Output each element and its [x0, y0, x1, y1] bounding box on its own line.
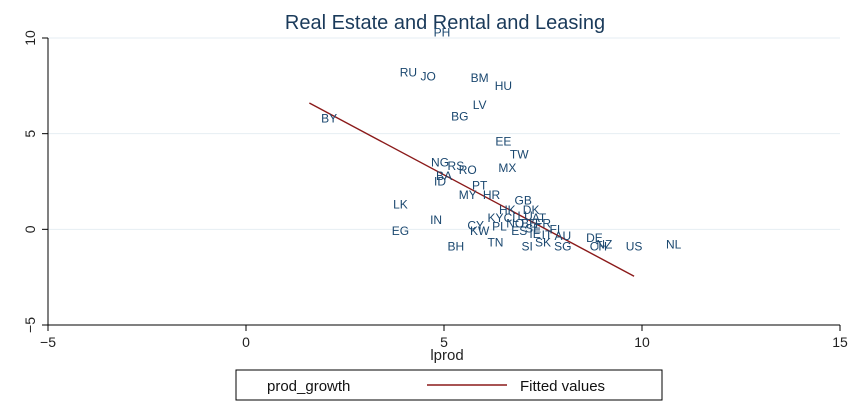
- data-point-in: IN: [430, 213, 442, 227]
- data-point-de: DE: [586, 231, 603, 245]
- data-point-gb: GB: [515, 194, 532, 208]
- data-point-be: BE: [521, 217, 537, 231]
- data-point-lu: LU: [518, 209, 533, 223]
- fit-line-layer: [309, 102, 635, 277]
- data-point-tw: TW: [510, 148, 529, 162]
- data-point-se: SE: [525, 221, 541, 235]
- data-point-ch: CH: [590, 240, 607, 254]
- y-tick-label: 10: [22, 30, 38, 46]
- legend-label-fitted-values: Fitted values: [520, 378, 605, 395]
- data-point-tn: TN: [487, 236, 503, 250]
- data-point-ng: NG: [431, 155, 449, 169]
- data-point-au: AU: [554, 229, 571, 243]
- legend: prod_growth Fitted values: [235, 369, 663, 401]
- x-tick-label: −5: [40, 334, 56, 350]
- x-tick-label: 10: [634, 334, 650, 350]
- data-point-dk: DK: [523, 203, 540, 217]
- data-point-nz: NZ: [596, 238, 612, 252]
- data-point-ky: KY: [487, 211, 503, 225]
- fitted-values-line: [309, 102, 635, 277]
- data-point-ba: BA: [436, 169, 452, 183]
- data-point-us: US: [626, 240, 643, 254]
- data-point-at: AT: [532, 211, 547, 225]
- data-point-pt: PT: [472, 178, 488, 192]
- data-point-mx: MX: [498, 161, 516, 175]
- data-point-hk: HK: [499, 203, 516, 217]
- data-point-bh: BH: [448, 240, 465, 254]
- data-point-my: MY: [459, 188, 477, 202]
- data-point-jo: JO: [420, 69, 435, 83]
- data-point-rs: RS: [448, 159, 465, 173]
- x-tick-label: 15: [832, 334, 848, 350]
- data-point-fi: FI: [550, 222, 561, 236]
- data-point-by: BY: [321, 111, 337, 125]
- x-tick-label: 0: [242, 334, 250, 350]
- data-point-es: ES: [511, 224, 527, 238]
- chart-title: Real Estate and Rental and Leasing: [285, 12, 605, 34]
- data-point-lv: LV: [473, 98, 487, 112]
- axes: −5 0 5 10 15 −5 0 5 10: [22, 30, 848, 350]
- y-tick-label: 5: [22, 130, 38, 138]
- data-point-ie: IE: [529, 227, 540, 241]
- data-point-bm: BM: [471, 71, 489, 85]
- data-point-sk: SK: [535, 236, 551, 250]
- data-point-sg: SG: [554, 240, 571, 254]
- data-point-fr: FR: [535, 217, 551, 231]
- data-point-cy: CY: [467, 219, 484, 233]
- y-tick-label: −5: [22, 317, 38, 333]
- y-tick-label: 0: [22, 225, 38, 233]
- data-point-id: ID: [434, 175, 446, 189]
- data-point-cl: CL: [504, 211, 520, 225]
- x-tick-label: 5: [440, 334, 448, 350]
- data-point-kw: KW: [470, 224, 490, 238]
- data-point-hu: HU: [495, 79, 512, 93]
- data-point-it: IT: [542, 228, 553, 242]
- data-point-ru: RU: [400, 65, 417, 79]
- x-axis-label: lprod: [430, 347, 463, 364]
- data-point-pl: PL: [492, 219, 507, 233]
- data-point-ro: RO: [459, 163, 477, 177]
- data-point-bg: BG: [451, 109, 468, 123]
- data-point-no: NO: [506, 217, 524, 231]
- data-point-eg: EG: [392, 224, 409, 238]
- legend-label-prod-growth: prod_growth: [267, 378, 350, 395]
- data-point-nl: NL: [666, 238, 682, 252]
- data-point-hr: HR: [483, 188, 501, 202]
- data-point-si: SI: [521, 240, 532, 254]
- data-point-ph: PH: [434, 25, 451, 39]
- data-point-ee: EE: [495, 134, 511, 148]
- data-point-lk: LK: [393, 197, 408, 211]
